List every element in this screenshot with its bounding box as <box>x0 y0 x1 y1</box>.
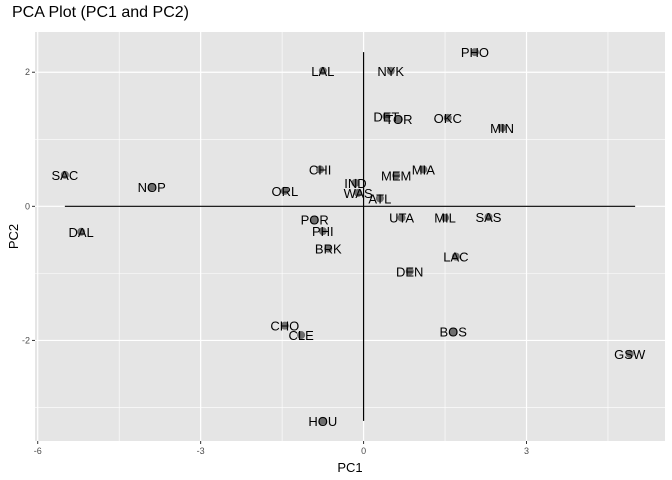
point-lal <box>318 66 327 75</box>
label-dal: DAL <box>69 225 94 240</box>
label-hou: HOU <box>308 414 337 429</box>
label-lac: LAC <box>443 250 468 265</box>
point-det <box>382 112 391 121</box>
label-phi: PHI <box>312 224 334 239</box>
plot-panel <box>35 32 665 441</box>
label-cle: CLE <box>288 328 314 343</box>
label-sas: SAS <box>475 210 501 225</box>
point-mil <box>441 213 450 222</box>
x-tick-label: -3 <box>197 446 205 456</box>
label-nyk: NYK <box>377 64 404 79</box>
x-tick-label: -6 <box>34 446 42 456</box>
point-por <box>310 215 319 224</box>
point-sac <box>60 170 69 179</box>
point-nop <box>147 182 156 191</box>
label-ind: IND <box>344 176 366 191</box>
x-tick-label: 3 <box>524 446 529 456</box>
point-den <box>405 267 414 276</box>
point-sas <box>484 213 493 222</box>
data-points <box>60 48 634 425</box>
label-nop: NOP <box>138 180 166 195</box>
label-cho: CHO <box>270 319 299 334</box>
point-min <box>498 123 507 132</box>
point-bos <box>449 327 458 336</box>
point-gsw <box>625 349 634 358</box>
point-chi <box>316 165 325 174</box>
label-bos: BOS <box>439 325 467 340</box>
point-atl <box>375 194 384 203</box>
label-uta: UTA <box>389 211 414 226</box>
y-tick-label: 0 <box>25 201 30 211</box>
point-cho <box>280 321 289 330</box>
label-okc: OKC <box>434 111 462 126</box>
label-min: MIN <box>490 121 514 136</box>
y-axis-ticks: -2 0 2 <box>22 67 35 345</box>
point-brk <box>324 244 333 253</box>
x-axis-ticks: -6 -3 0 3 <box>34 441 529 456</box>
label-mil: MIL <box>434 211 456 226</box>
y-tick-label: -2 <box>22 335 30 345</box>
point-cle <box>297 331 306 340</box>
minor-gridlines <box>35 32 665 441</box>
label-chi: CHI <box>309 162 331 177</box>
label-mem: MEM <box>381 168 411 183</box>
y-axis-title: PC2 <box>6 224 21 249</box>
point-orl <box>280 186 289 195</box>
label-por: POR <box>301 213 329 228</box>
point-mem <box>392 171 401 180</box>
loading-lines <box>64 52 636 421</box>
point-lac <box>451 252 460 261</box>
label-mia: MIA <box>412 162 435 177</box>
label-lal: LAL <box>311 64 334 79</box>
x-tick-label: 0 <box>361 446 366 456</box>
chart-title: PCA Plot (PC1 and PC2) <box>12 4 189 21</box>
x-axis-title: PC1 <box>337 460 362 475</box>
label-den: DEN <box>396 264 423 279</box>
label-sac: SAC <box>52 168 79 183</box>
point-pho <box>470 48 479 57</box>
label-gsw: GSW <box>614 347 646 362</box>
label-was: WAS <box>344 186 373 201</box>
label-orl: ORL <box>271 184 298 199</box>
point-hou <box>318 416 327 425</box>
point-mia <box>419 165 428 174</box>
label-det: DET <box>373 109 399 124</box>
point-nyk <box>386 66 395 75</box>
point-phi <box>318 227 327 236</box>
label-brk: BRK <box>315 242 342 257</box>
point-was <box>354 188 363 197</box>
label-tor: TOR <box>385 112 412 127</box>
label-pho: PHO <box>461 45 489 60</box>
y-tick-label: 2 <box>25 67 30 77</box>
point-uta <box>397 213 406 222</box>
point-dal <box>77 227 86 236</box>
point-ind <box>351 178 360 187</box>
label-atl: ATL <box>368 191 391 206</box>
point-okc <box>443 113 452 122</box>
point-tor <box>394 115 403 124</box>
